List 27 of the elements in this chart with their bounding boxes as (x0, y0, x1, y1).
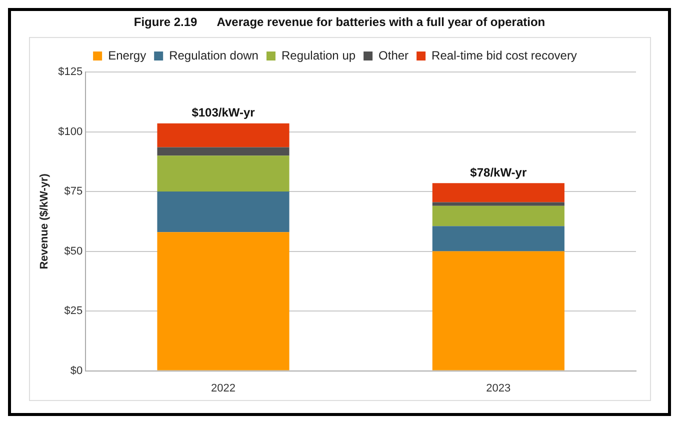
legend-label: Regulation down (169, 48, 258, 62)
y-axis-title: Revenue ($/kW-yr) (38, 173, 51, 270)
bar (432, 251, 564, 370)
x-tick-label: 2023 (486, 382, 511, 394)
legend-label: Regulation up (281, 48, 356, 62)
y-tick-label: $25 (64, 305, 83, 318)
y-tick-label: $100 (58, 126, 83, 138)
bar (157, 232, 290, 370)
bar (432, 206, 564, 226)
y-tick-label: $50 (64, 245, 83, 258)
x-tick-label: 2022 (211, 382, 236, 394)
bar (432, 202, 564, 206)
bar (157, 156, 290, 192)
y-tick-label: $0 (70, 364, 83, 377)
bar (157, 147, 290, 156)
chart-title: Figure 2.19 Average revenue for batteries with a full year of operation (132, 15, 546, 29)
legend-label: Real-time bid cost recovery (432, 48, 577, 62)
legend-label: Energy (108, 48, 146, 62)
total-label: $103/kW-yr (192, 106, 256, 120)
bar (157, 123, 290, 148)
legend-label: Other (378, 48, 409, 62)
bar (432, 183, 564, 202)
total-label: $78/kW-yr (470, 165, 527, 180)
y-tick-label: $125 (58, 66, 83, 78)
bar (432, 226, 564, 252)
bar (157, 192, 290, 232)
y-tick-label: $75 (64, 186, 83, 198)
